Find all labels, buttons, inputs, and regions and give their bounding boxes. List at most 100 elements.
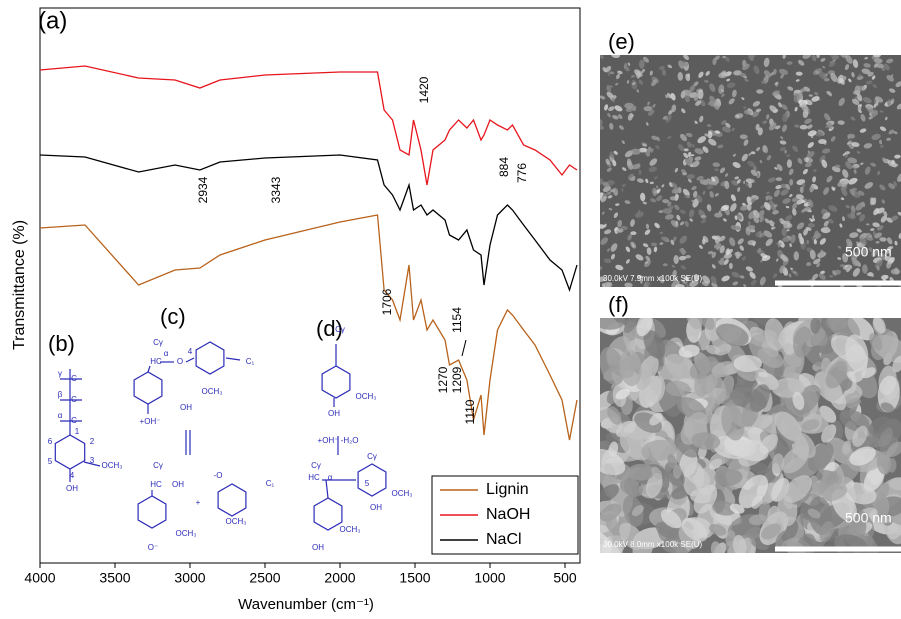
- x-axis-title: Wavenumber (cm⁻¹): [238, 596, 374, 613]
- panel-label: (e): [608, 29, 635, 54]
- sem-caption: 30.0kV 7.9mm x100k SE(U): [603, 274, 702, 283]
- y-axis-title: Transmittance (%): [11, 220, 28, 350]
- ring: [218, 484, 246, 516]
- peak-label: 1706: [380, 288, 394, 315]
- ring: [322, 366, 350, 398]
- structure-label: HC: [308, 473, 320, 482]
- ring: [55, 435, 84, 469]
- structure-label: OCH₃: [175, 529, 196, 538]
- legend-label: NaOH: [486, 506, 530, 523]
- x-tick-label: 4000: [24, 570, 55, 586]
- structure-label: 5: [365, 479, 370, 488]
- structure-label: 4: [70, 471, 75, 480]
- panel-label: (a): [38, 7, 67, 34]
- structure-label: 5: [48, 457, 53, 466]
- ring: [134, 372, 162, 404]
- peak-label: 776: [515, 163, 529, 183]
- x-tick-label: 500: [553, 570, 577, 586]
- peak-label: 2934: [196, 176, 210, 203]
- structure-label: Cγ: [153, 338, 163, 347]
- structure-label: +: [196, 498, 201, 507]
- arrow: [462, 340, 466, 356]
- structure-label: OH: [66, 484, 78, 493]
- structure-label: Cγ: [311, 461, 321, 470]
- grain: [627, 464, 655, 481]
- structure-label: HC: [150, 357, 162, 366]
- ring: [314, 498, 342, 530]
- peak-label: 1270: [436, 366, 450, 393]
- structure-label: β: [58, 390, 63, 399]
- peak-label: 884: [497, 157, 511, 177]
- grain: [770, 222, 774, 225]
- structure-label: α: [328, 473, 333, 482]
- structure-label: OCH₃: [355, 392, 376, 401]
- grain: [734, 355, 762, 372]
- structure-label: OCH₃: [339, 525, 360, 534]
- legend-label: Lignin: [486, 481, 529, 498]
- bond: [226, 358, 240, 360]
- bond: [326, 480, 328, 498]
- structure-label: +OH⁻ -H₂O: [318, 436, 359, 445]
- structure-label: C: [71, 395, 77, 404]
- structure-label: 1: [75, 427, 80, 436]
- grain: [776, 177, 782, 181]
- scale-label: 500 nm: [845, 244, 892, 260]
- x-tick-label: 2000: [324, 570, 355, 586]
- ring: [138, 496, 166, 528]
- x-tick-label: 1500: [399, 570, 430, 586]
- peak-label: 1209: [450, 366, 464, 393]
- peak-label: 1154: [450, 307, 464, 333]
- scale-label: 500 nm: [845, 510, 892, 526]
- structure-label: C₁: [266, 479, 275, 488]
- structure-label: 3: [90, 456, 95, 465]
- sem-image: [585, 300, 901, 571]
- panel-label: (f): [608, 292, 629, 317]
- structure-label: 2: [90, 437, 95, 446]
- structure-label: Cγ: [153, 461, 163, 470]
- structure-label: 4: [188, 347, 193, 356]
- grain: [784, 150, 786, 154]
- ring: [358, 464, 386, 496]
- x-tick-label: 2500: [249, 570, 280, 586]
- bond: [148, 366, 150, 372]
- structure-label: Cγ: [335, 325, 345, 334]
- structure-label: OCH₃: [201, 387, 222, 396]
- peak-label: 1420: [417, 76, 431, 103]
- structure-label: 6: [48, 437, 53, 446]
- grain: [598, 224, 606, 229]
- structure-label: O⁻: [148, 543, 158, 552]
- x-tick-label: 3500: [99, 570, 130, 586]
- structure-label: -O: [214, 471, 223, 480]
- structure-label: O: [177, 357, 183, 366]
- structure-label: OH: [172, 480, 184, 489]
- structure-label: OCH₃: [391, 489, 412, 498]
- structure-label: C₁: [246, 357, 255, 366]
- figure: (a) 4000 3500 3000 2500 2000 1500 1000 500 Wavenu…: [0, 0, 901, 619]
- grain: [624, 103, 634, 109]
- legend-label: NaCl: [486, 531, 522, 548]
- structure-label: +OH⁻: [140, 417, 161, 426]
- x-tick-label: 3000: [174, 570, 205, 586]
- structure-label: C: [71, 416, 77, 425]
- structure-label: OH: [370, 503, 382, 512]
- peak-label: 3343: [269, 176, 283, 203]
- panel-label: (b): [48, 331, 75, 356]
- structure-label: OH: [328, 409, 340, 418]
- structure-label: OH: [312, 543, 324, 552]
- panel-label: (c): [160, 304, 186, 329]
- structure-label: α: [164, 349, 169, 358]
- grain: [630, 231, 636, 235]
- ring: [196, 342, 224, 374]
- structure-label: OH: [180, 403, 192, 412]
- sem-caption: 30.0kV 8.0mm x100k SE(U): [603, 540, 702, 549]
- structure-label: Cγ: [367, 452, 377, 461]
- spectrum: [40, 215, 577, 440]
- structure-label: α: [58, 411, 63, 420]
- bond: [186, 358, 194, 362]
- structure-label: C: [71, 374, 77, 383]
- grain: [789, 179, 793, 186]
- structure-label: OCH₃: [101, 461, 122, 470]
- peak-label: 1110: [463, 399, 477, 424]
- structure-label: γ: [58, 369, 62, 378]
- x-tick-label: 1000: [474, 570, 505, 586]
